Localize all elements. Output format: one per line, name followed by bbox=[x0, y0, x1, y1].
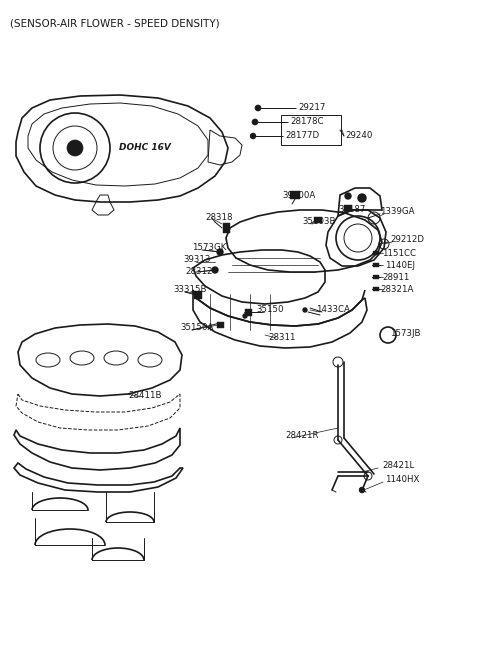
Text: DOHC 16V: DOHC 16V bbox=[119, 143, 171, 153]
Bar bbox=[373, 275, 379, 279]
Circle shape bbox=[360, 488, 364, 492]
Text: 35150: 35150 bbox=[256, 305, 284, 314]
Circle shape bbox=[251, 134, 255, 138]
Circle shape bbox=[67, 140, 83, 156]
Text: 1151CC: 1151CC bbox=[382, 248, 416, 257]
Text: 39313: 39313 bbox=[183, 255, 210, 265]
Text: 39300A: 39300A bbox=[282, 191, 315, 200]
Text: 1433CA: 1433CA bbox=[316, 305, 350, 314]
Text: 28318: 28318 bbox=[205, 214, 232, 223]
Text: 28178C: 28178C bbox=[290, 117, 324, 126]
Text: 28321A: 28321A bbox=[380, 284, 413, 293]
Text: 29240: 29240 bbox=[345, 132, 372, 141]
Circle shape bbox=[212, 267, 218, 273]
Circle shape bbox=[358, 194, 366, 202]
Text: 29212D: 29212D bbox=[390, 236, 424, 244]
Bar bbox=[223, 223, 229, 233]
Text: 28411B: 28411B bbox=[128, 390, 161, 400]
Circle shape bbox=[243, 314, 247, 318]
Bar bbox=[244, 309, 252, 316]
Bar bbox=[373, 287, 379, 291]
Text: 28312: 28312 bbox=[185, 267, 213, 276]
Bar bbox=[194, 291, 202, 299]
Bar bbox=[290, 191, 300, 199]
Text: 39187: 39187 bbox=[338, 206, 365, 214]
Text: 1573GK: 1573GK bbox=[192, 244, 227, 252]
Text: 1573JB: 1573JB bbox=[390, 329, 420, 337]
Circle shape bbox=[360, 487, 364, 493]
Text: 28911: 28911 bbox=[382, 272, 409, 282]
Text: 1140EJ: 1140EJ bbox=[385, 261, 415, 269]
Text: 29217: 29217 bbox=[298, 103, 325, 113]
Bar bbox=[314, 217, 322, 223]
Bar bbox=[373, 251, 379, 255]
Circle shape bbox=[252, 119, 258, 125]
Text: 33315B: 33315B bbox=[173, 286, 206, 295]
Bar bbox=[373, 263, 379, 267]
Text: 1339GA: 1339GA bbox=[380, 208, 415, 217]
Circle shape bbox=[217, 249, 223, 255]
Circle shape bbox=[303, 308, 307, 312]
Bar bbox=[216, 322, 224, 328]
Circle shape bbox=[255, 105, 261, 111]
Text: 1140HX: 1140HX bbox=[385, 476, 420, 485]
Text: 28421L: 28421L bbox=[382, 462, 414, 470]
Bar bbox=[344, 205, 352, 211]
Text: 35150A: 35150A bbox=[180, 324, 214, 333]
Text: (SENSOR-AIR FLOWER - SPEED DENSITY): (SENSOR-AIR FLOWER - SPEED DENSITY) bbox=[10, 18, 220, 28]
Text: 28177D: 28177D bbox=[285, 132, 319, 141]
Circle shape bbox=[345, 193, 351, 199]
Text: 28311: 28311 bbox=[268, 333, 296, 343]
Text: 35103B: 35103B bbox=[302, 217, 336, 227]
Circle shape bbox=[196, 293, 200, 297]
Text: 28421R: 28421R bbox=[285, 432, 319, 441]
